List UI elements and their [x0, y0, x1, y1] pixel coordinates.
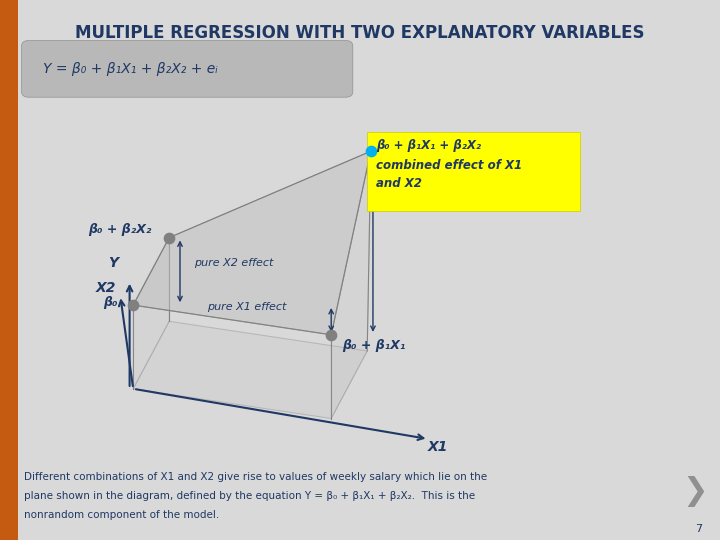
FancyBboxPatch shape: [0, 0, 18, 540]
Text: pure X2 effect: pure X2 effect: [194, 258, 274, 268]
Point: [365, 147, 377, 156]
Point: [325, 330, 337, 339]
Text: β₀ + β₂X₂: β₀ + β₂X₂: [88, 223, 151, 236]
Text: pure X1 effect: pure X1 effect: [207, 302, 287, 312]
Text: MULTIPLE REGRESSION WITH TWO EXPLANATORY VARIABLES: MULTIPLE REGRESSION WITH TWO EXPLANATORY…: [76, 24, 644, 42]
Text: combined effect of X1: combined effect of X1: [376, 159, 522, 172]
Text: and X2: and X2: [376, 177, 422, 190]
Text: nonrandom component of the model.: nonrandom component of the model.: [24, 510, 219, 521]
Point: [127, 301, 139, 309]
Text: ❯: ❯: [682, 476, 708, 507]
Text: X1: X1: [428, 440, 448, 454]
Polygon shape: [331, 151, 371, 418]
Text: plane shown in the diagram, defined by the equation Y = β₀ + β₁X₁ + β₂X₂.  This : plane shown in the diagram, defined by t…: [24, 491, 475, 502]
Point: [163, 233, 175, 242]
Text: 7: 7: [695, 523, 702, 534]
Polygon shape: [133, 238, 169, 389]
Text: X2: X2: [96, 281, 116, 295]
Text: Different combinations of X1 and X2 give rise to values of weekly salary which l: Different combinations of X1 and X2 give…: [24, 472, 487, 483]
FancyBboxPatch shape: [22, 40, 353, 97]
Text: β₀: β₀: [103, 296, 117, 309]
Text: Y = β₀ + β₁X₁ + β₂X₂ + eᵢ: Y = β₀ + β₁X₁ + β₂X₂ + eᵢ: [43, 62, 218, 76]
Text: β₀ + β₁X₁ + β₂X₂: β₀ + β₁X₁ + β₂X₂: [376, 139, 481, 152]
Polygon shape: [133, 321, 367, 419]
FancyBboxPatch shape: [367, 132, 580, 211]
Text: β₀ + β₁X₁: β₀ + β₁X₁: [342, 339, 405, 352]
Text: Y: Y: [108, 256, 118, 270]
Polygon shape: [133, 151, 371, 335]
